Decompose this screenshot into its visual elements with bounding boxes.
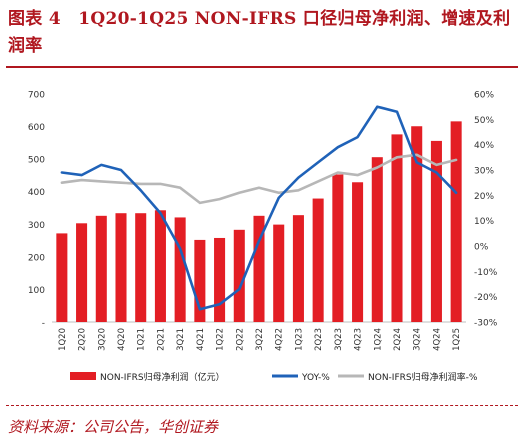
x-tick-label: 4Q22 [275,328,285,351]
chart: - 100 200 300 400 500 600 700 -30% -20% -10% 0% 10% 2… [28,91,498,384]
x-tick-label: 4Q23 [354,328,364,351]
x-tick-label: 2Q21 [156,328,166,351]
y-left-tick-label: 400 [28,188,45,198]
bar [174,217,186,322]
bar [332,174,344,322]
y-right-tick-label: -30% [474,319,498,329]
y-left-tick-label: 600 [28,123,45,133]
x-tick-label: 2Q22 [235,328,245,351]
x-tick-label: 3Q21 [176,328,186,351]
bar [115,213,127,322]
bar [253,215,265,322]
x-tick-label: 1Q20 [58,328,68,351]
bar-series [56,121,462,322]
legend-label: NON-IFRS归母净利润率-% [368,371,478,383]
x-tick-label: 4Q24 [432,328,442,351]
x-tick-label: 1Q21 [137,328,147,351]
y-right-tick-label: -10% [474,268,498,278]
y-left-tick-label: 300 [28,221,45,231]
bar [135,213,147,322]
legend-bar: NON-IFRS归母净利润（亿元） [70,371,225,383]
x-tick-label: 3Q22 [255,328,265,351]
x-tick-label: 1Q22 [216,328,226,351]
bar [76,223,88,322]
x-tick-label: 2Q20 [78,328,88,351]
bar [430,140,442,322]
y-right-tick-label: 60% [474,91,494,101]
axis-tick-labels: - 100 200 300 400 500 600 700 -30% -20% -10% 0% 10% 2… [28,91,498,351]
page-title: 图表 4 1Q20-1Q25 NON-IFRS 口径归母净利润、增速及利润率 [8,9,511,56]
x-tick-label: 4Q20 [117,328,127,351]
bar [411,126,423,322]
y-right-tick-label: 40% [474,141,494,151]
x-tick-label: 1Q24 [373,328,383,351]
legend-margin: NON-IFRS归母净利润率-% [338,371,478,383]
bar [214,237,226,322]
bar [312,198,324,322]
x-tick-label: 1Q25 [452,328,462,351]
y-right-tick-label: 50% [474,116,494,126]
y-right-tick-label: 20% [474,192,494,202]
y-left-tick-label: 500 [28,156,45,166]
legend-yoy: YOY-% [272,373,330,383]
x-tick-label: 4Q21 [196,328,206,351]
yoy-line [60,105,458,311]
bar [56,233,68,322]
bar [233,229,245,322]
margin-line [60,153,458,205]
x-tick-label: 1Q23 [294,328,304,351]
x-tick-label: 3Q24 [413,328,423,351]
x-tick-label: 2Q23 [314,328,324,351]
x-tick-label: 3Q20 [97,328,107,351]
bar [194,239,206,322]
bar [273,224,285,322]
bar [154,210,166,322]
y-left-tick-label: 100 [28,286,45,296]
bar [391,134,403,322]
bar [450,121,462,322]
y-right-tick-label: 10% [474,217,494,227]
y-left-tick-label: 700 [28,91,45,101]
x-tick-label: 2Q24 [393,328,403,351]
legend-label: NON-IFRS归母净利润（亿元） [100,371,225,383]
y-right-tick-label: -20% [474,293,498,303]
line-series [60,105,458,311]
legend-swatch [70,372,96,380]
bar [352,182,364,322]
title-divider [6,66,518,68]
y-right-tick-label: 0% [474,243,489,253]
legend-label: YOY-% [301,373,330,383]
source-note: 资料来源：公司公告，华创证券 [8,418,219,436]
bar [292,215,304,322]
y-left-tick-label: 200 [28,253,45,263]
source-divider [6,405,518,406]
chart-legend: NON-IFRS归母净利润（亿元） YOY-% NON-IFRS归母净利润率-% [70,371,478,383]
bar [371,157,383,322]
y-right-tick-label: 30% [474,167,494,177]
x-tick-label: 3Q23 [334,328,344,351]
y-left-tick-label: - [42,319,45,329]
bar [95,215,107,322]
